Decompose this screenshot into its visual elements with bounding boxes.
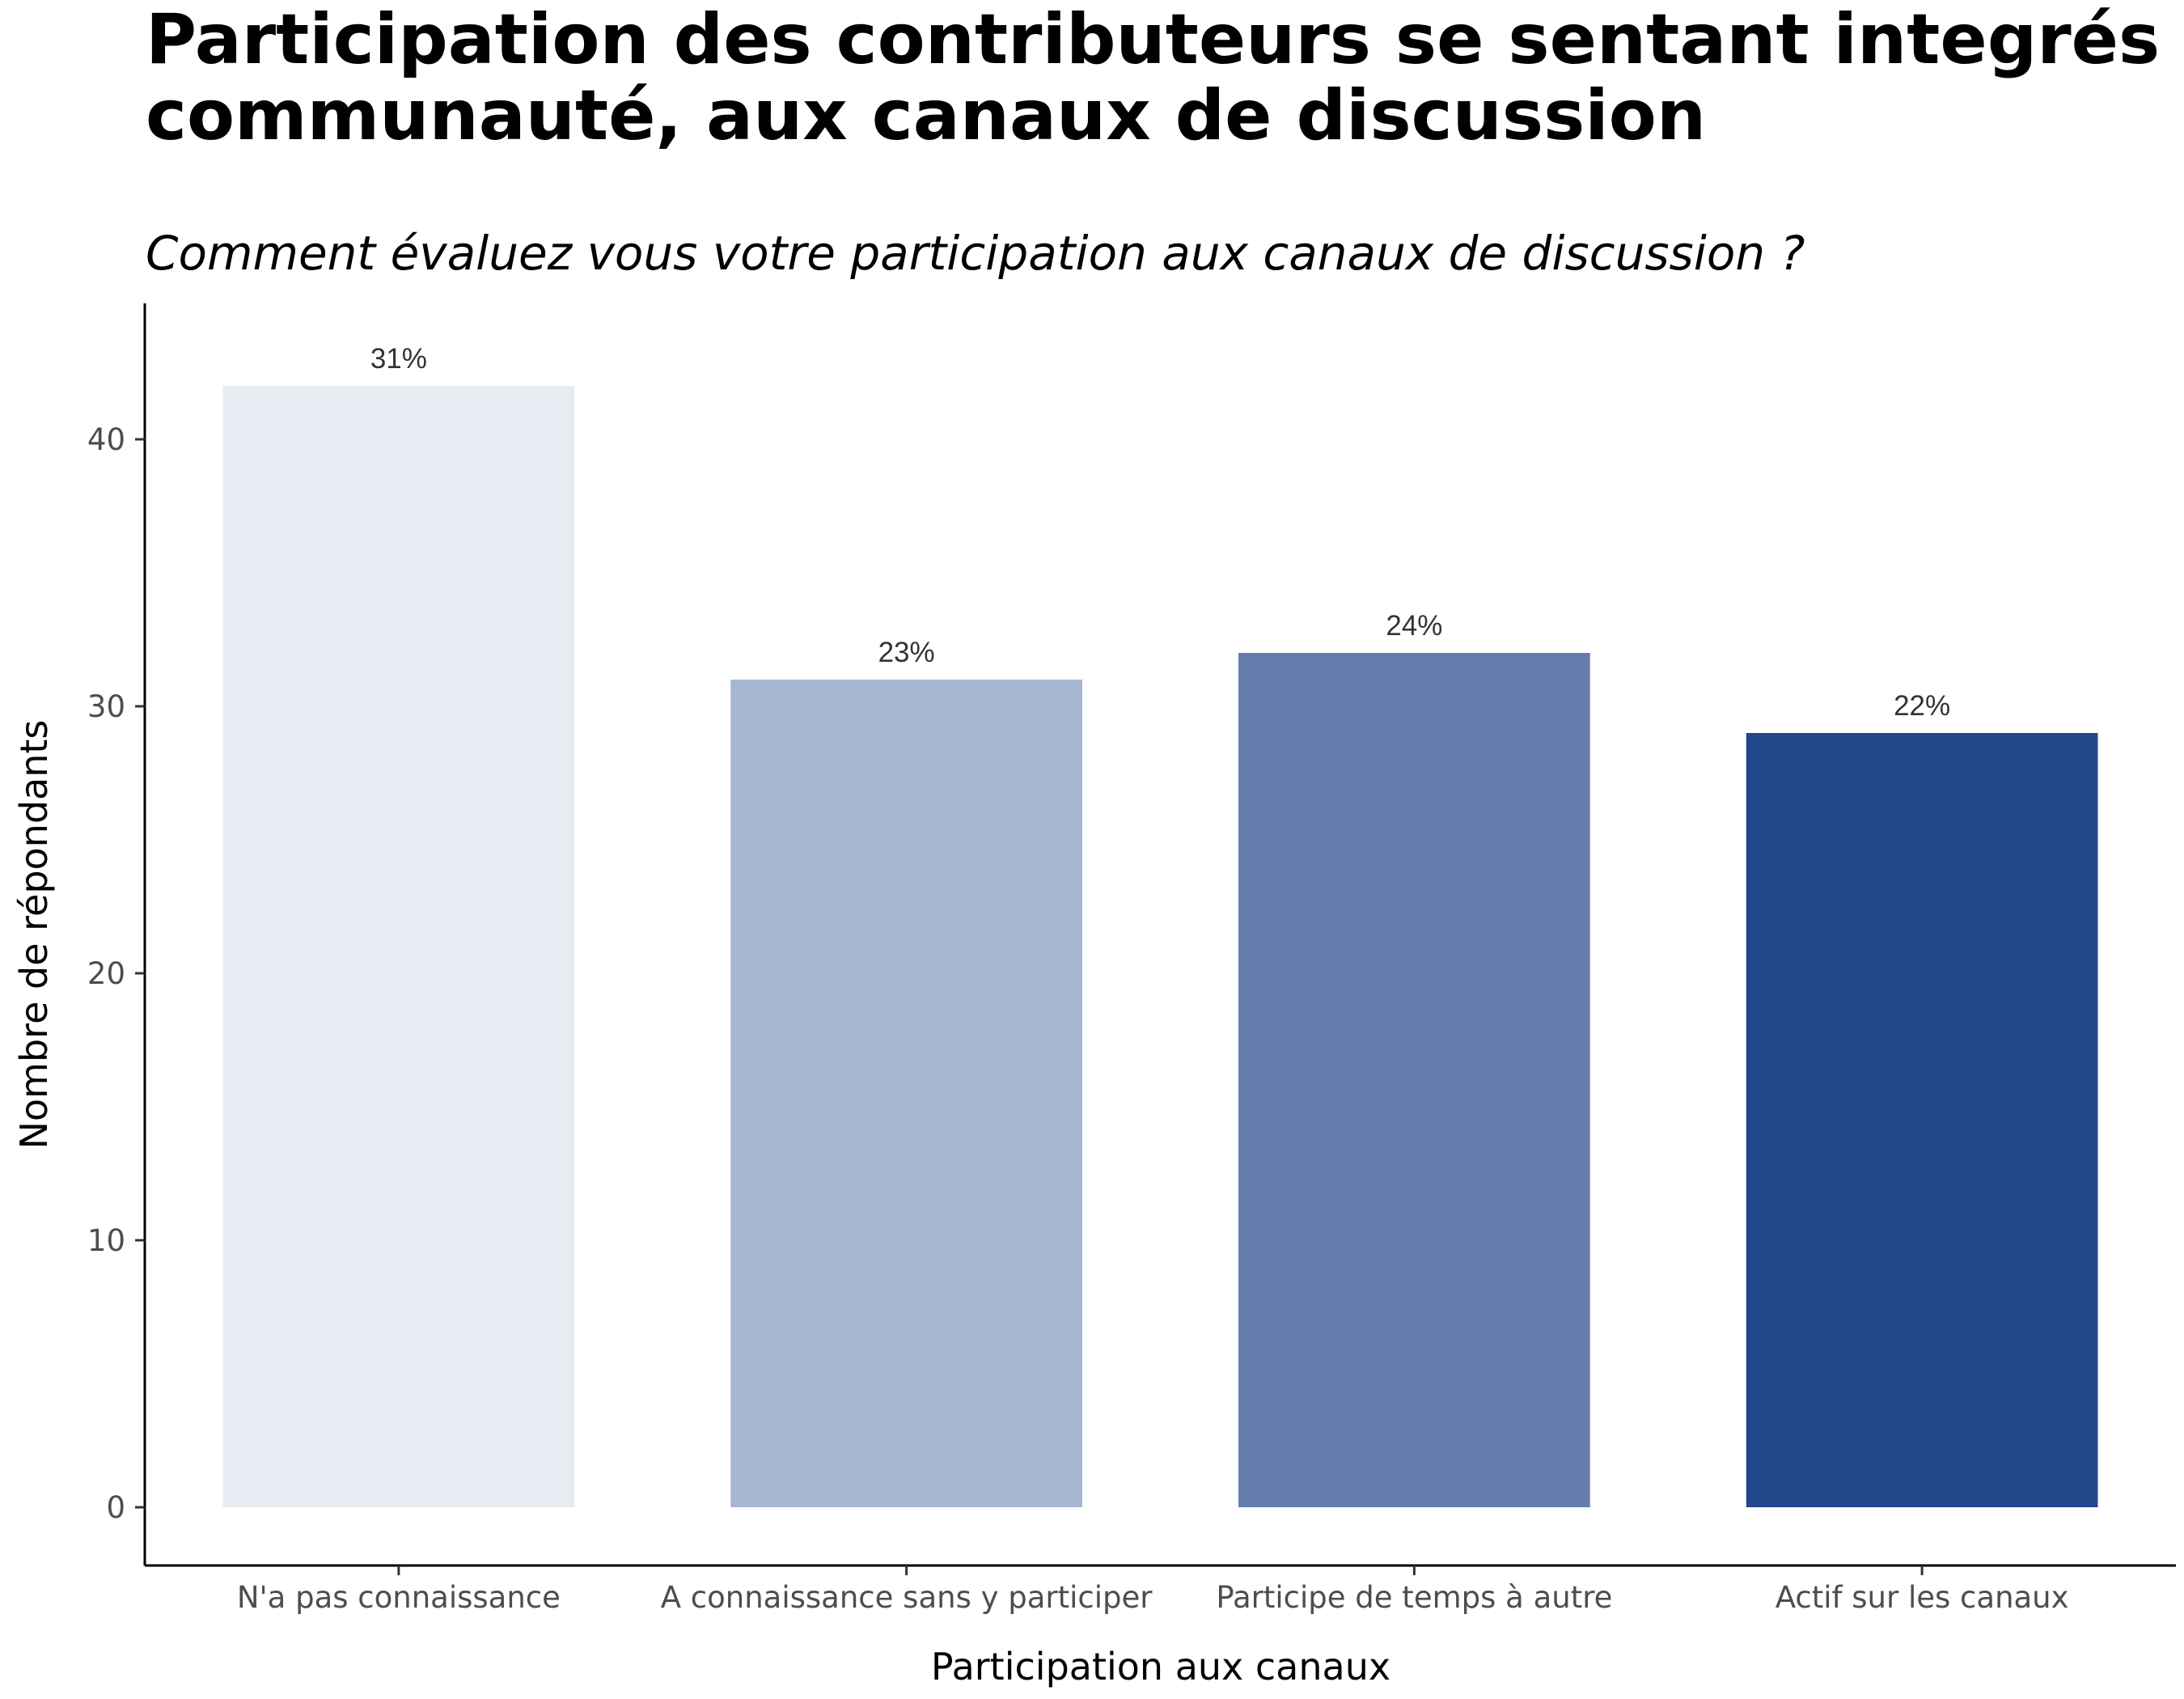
data-label-3: 22% (1894, 690, 1950, 722)
bar-0 (222, 386, 575, 1507)
bars-layer (222, 386, 2098, 1507)
y-tick-label-1: 10 (87, 1223, 125, 1258)
x-axis: N'a pas connaissance A connaissance sans … (145, 1564, 2176, 1615)
y-tick-label-4: 40 (87, 422, 125, 457)
y-axis: 0 10 20 30 40 (87, 303, 146, 1566)
x-tick-label-1: A connaissance sans y participer (661, 1580, 1153, 1615)
y-tick-label-0: 0 (106, 1490, 125, 1525)
chart-title-line-2: communauté, aux canaux de discussion (146, 75, 1706, 156)
x-tick-label-0: N'a pas connaissance (237, 1580, 561, 1615)
x-axis-title: Participation aux canaux (931, 1645, 1390, 1688)
data-label-1: 23% (878, 637, 935, 668)
data-label-2: 24% (1386, 610, 1442, 642)
bar-1 (730, 680, 1082, 1507)
x-tick-label-2: Participe de temps à autre (1216, 1580, 1612, 1615)
data-labels-layer: 31% 23% 24% 22% (370, 343, 1950, 722)
y-axis-title: Nombre de répondants (12, 720, 56, 1150)
data-label-0: 31% (370, 343, 427, 375)
y-tick-label-2: 20 (87, 956, 125, 991)
chart-title-line-1: Participation des contributeurs se senta… (146, 0, 2184, 80)
bar-3 (1746, 733, 2098, 1507)
bar-2 (1238, 653, 1590, 1507)
x-tick-label-3: Actif sur les canaux (1776, 1580, 2069, 1615)
chart-subtitle: Comment évaluez vous votre participation… (146, 226, 1805, 281)
y-tick-label-3: 30 (87, 689, 125, 724)
